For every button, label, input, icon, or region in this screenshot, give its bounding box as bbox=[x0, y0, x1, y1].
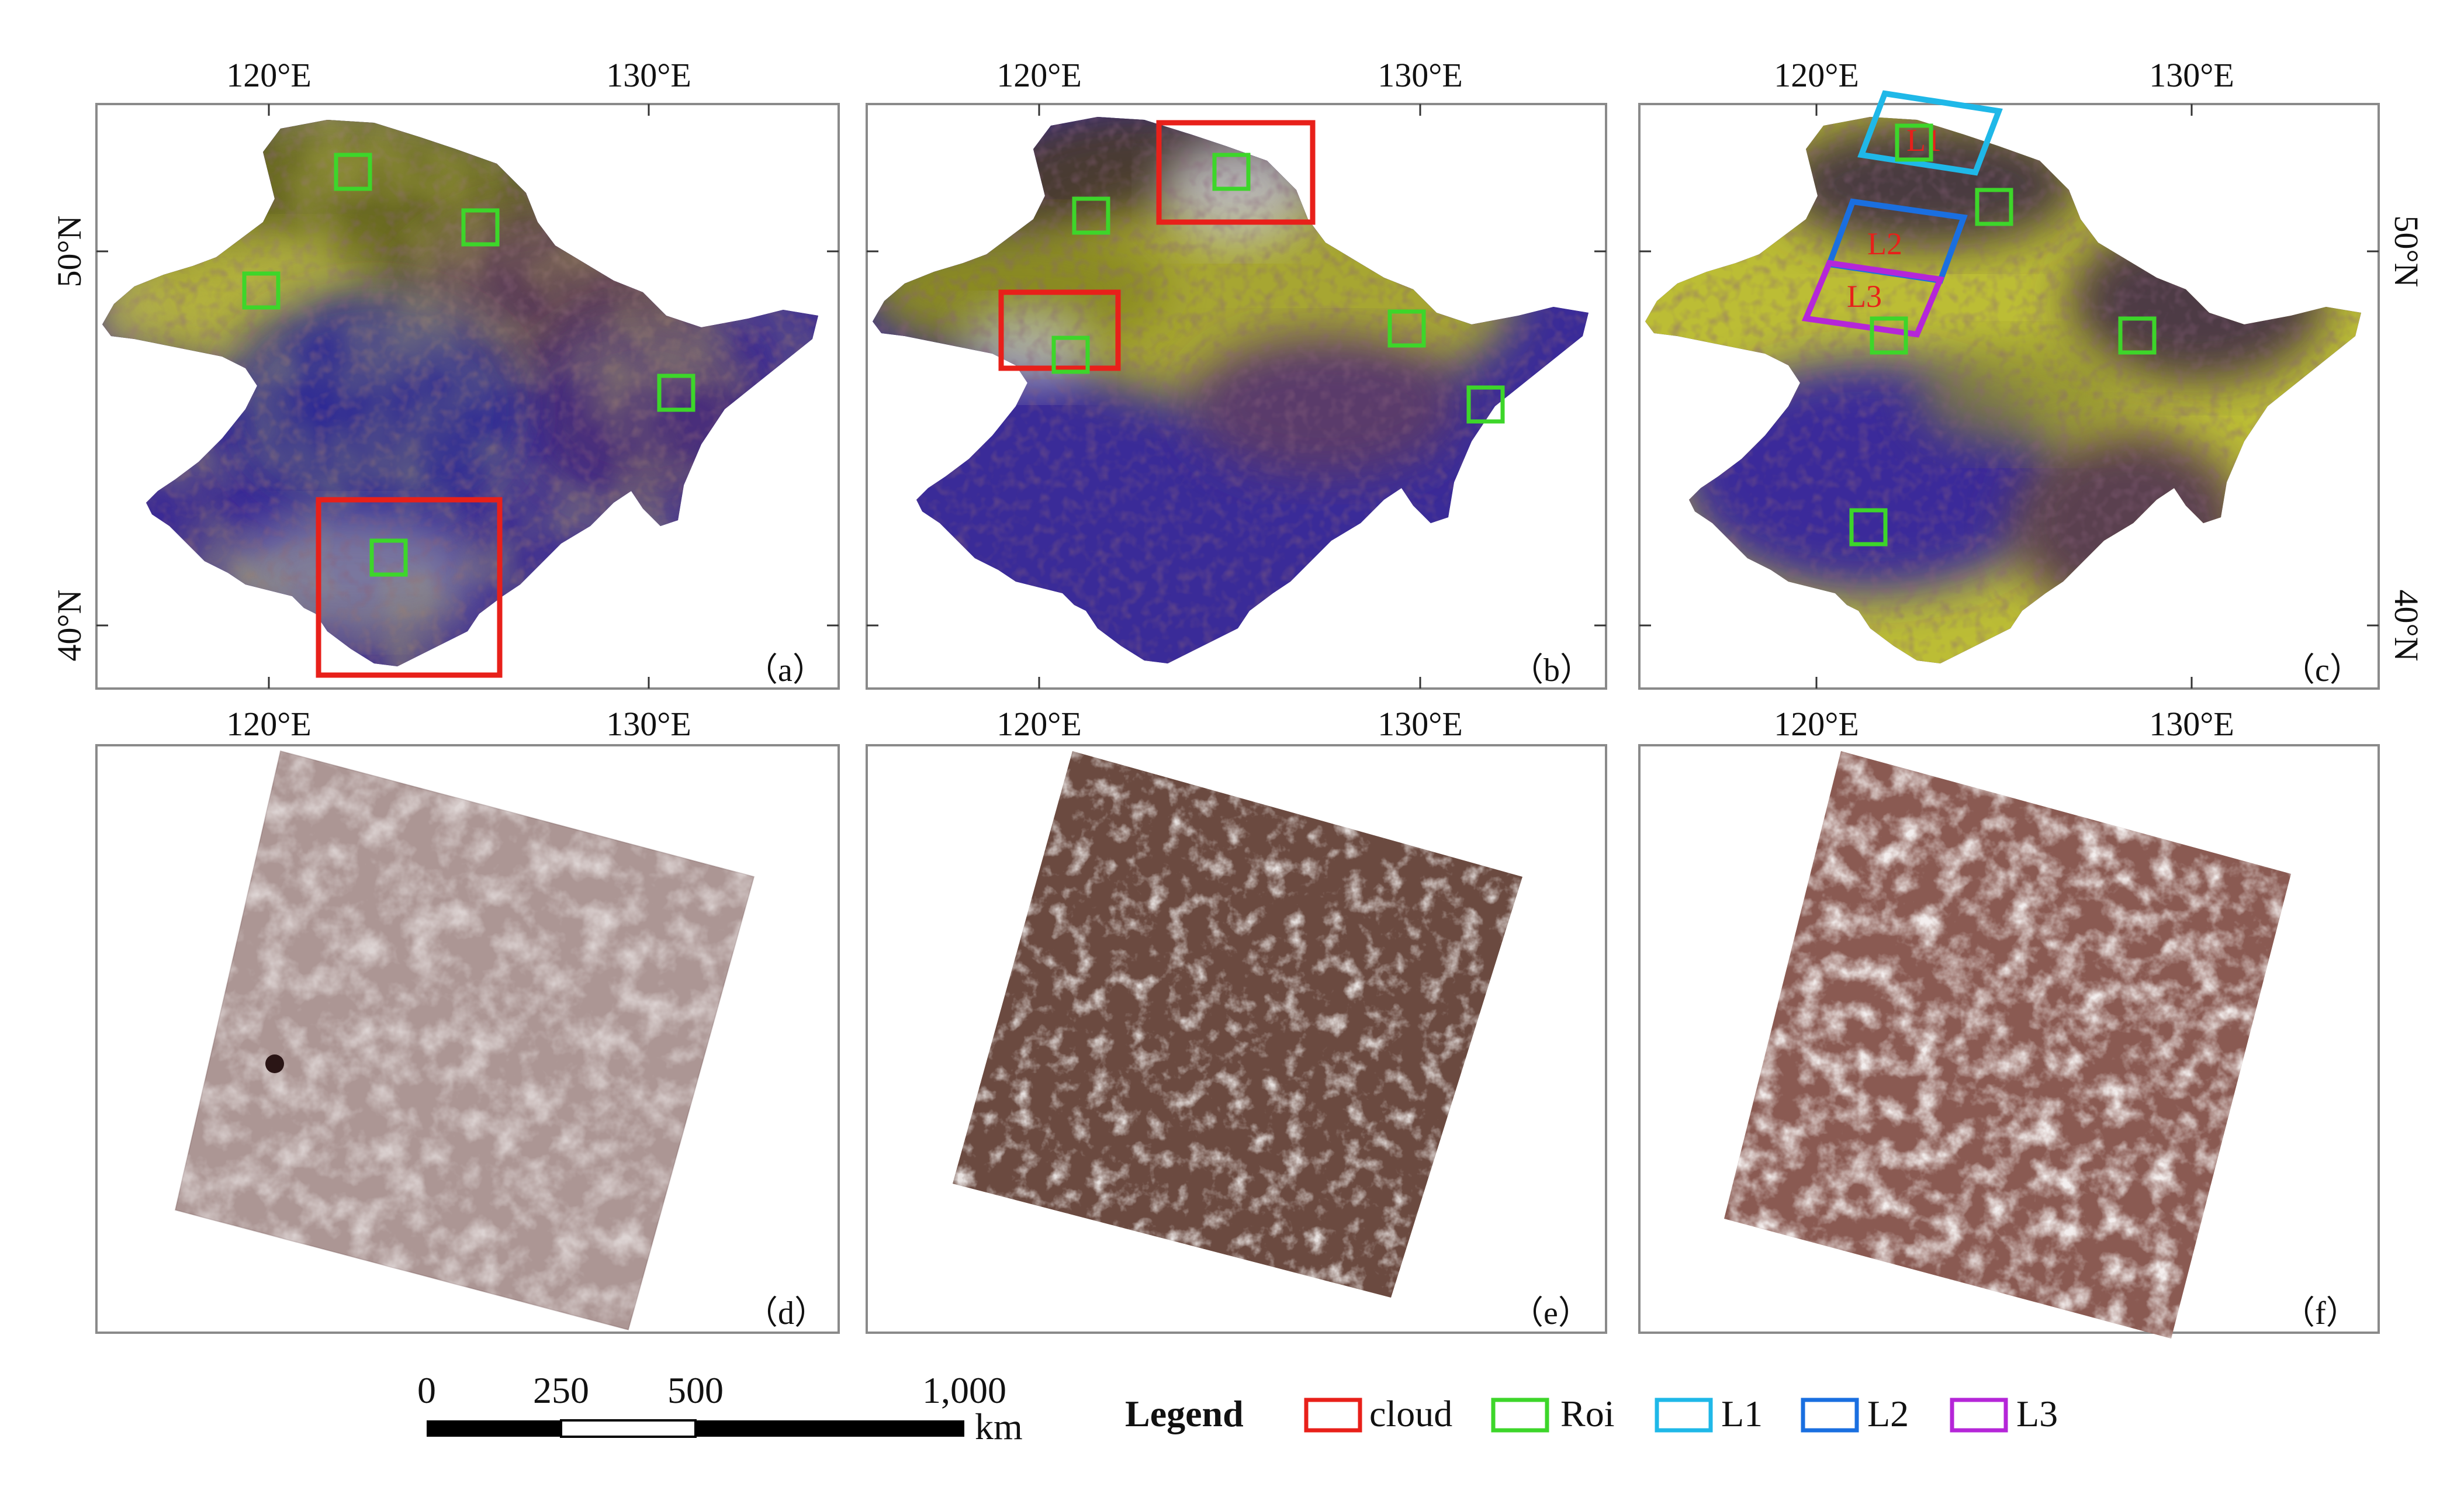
roi-box bbox=[1975, 188, 2013, 226]
ticks bbox=[96, 104, 2379, 689]
lon-label-bottom-b-120: 120°E bbox=[996, 705, 1082, 743]
lon-label-top-a-130: 130°E bbox=[606, 56, 691, 94]
panel-label: （a） bbox=[745, 652, 825, 689]
dark-spot bbox=[265, 1054, 284, 1073]
roi-box bbox=[1212, 153, 1251, 191]
lat-label-left-40: 40°N bbox=[50, 589, 88, 661]
lon-label-bottom-c-130: 130°E bbox=[2149, 705, 2234, 743]
scale-segment-2 bbox=[560, 1419, 697, 1438]
legend-label-l1: L1 bbox=[1721, 1393, 1763, 1434]
legend-title: Legend bbox=[1125, 1393, 1244, 1434]
roi-box bbox=[461, 208, 500, 247]
scale-bar: 0 250 500 1,000 km bbox=[417, 1370, 1023, 1447]
cloud-box bbox=[316, 497, 503, 678]
l1-region-box bbox=[1857, 90, 2003, 176]
lon-label-bottom-b-130: 130°E bbox=[1378, 705, 1463, 743]
legend: Legend cloud Roi L1 L2 L3 bbox=[1125, 1393, 2058, 1434]
roi-box bbox=[369, 538, 408, 577]
legend-label-l2: L2 bbox=[1867, 1393, 1909, 1434]
lon-label-top-c-130: 130°E bbox=[2149, 56, 2234, 94]
roi-box bbox=[1895, 123, 1933, 162]
lat-label-left-50: 50°N bbox=[50, 215, 88, 287]
panel-e: （e） bbox=[866, 744, 1607, 1334]
panel-label: （b） bbox=[1511, 652, 1593, 689]
roi-box bbox=[1870, 316, 1908, 355]
roi-box bbox=[334, 153, 372, 191]
lon-label-bottom-a-120: 120°E bbox=[226, 705, 312, 743]
roi-box bbox=[1051, 336, 1090, 374]
panel-label: （d） bbox=[745, 1295, 827, 1332]
roi-box bbox=[242, 271, 281, 310]
panel-label: （e） bbox=[1511, 1295, 1591, 1332]
legend-label-roi: Roi bbox=[1560, 1393, 1614, 1434]
panel-d: （d） bbox=[95, 744, 840, 1334]
lon-label-top-c-120: 120°E bbox=[1774, 56, 1859, 94]
roi-box bbox=[657, 374, 695, 412]
cloud-box bbox=[1156, 120, 1316, 225]
scale-segment-1 bbox=[427, 1420, 561, 1437]
panel-c: L1 L2 L3 （c） bbox=[1638, 90, 2380, 690]
lon-label-top-b-130: 130°E bbox=[1378, 56, 1463, 94]
l3-region-box bbox=[1801, 260, 1945, 338]
lon-label-top-a-120: 120°E bbox=[226, 56, 312, 94]
roi-box bbox=[2118, 316, 2157, 355]
lat-label-right-50: 50°N bbox=[2387, 215, 2425, 287]
scale-tick-500: 500 bbox=[667, 1370, 724, 1411]
lon-label-top-b-120: 120°E bbox=[996, 56, 1082, 94]
roi-box bbox=[1072, 196, 1110, 235]
panel-a: （a） bbox=[95, 103, 840, 690]
scale-segment-3 bbox=[695, 1420, 964, 1437]
scale-tick-250: 250 bbox=[533, 1370, 589, 1411]
panel-f: （f） bbox=[1638, 744, 2380, 1339]
lon-label-bottom-a-130: 130°E bbox=[606, 705, 691, 743]
scale-tick-0: 0 bbox=[417, 1370, 436, 1411]
roi-box bbox=[1466, 385, 1505, 424]
panel-b: （b） bbox=[866, 103, 1607, 690]
lon-label-bottom-c-120: 120°E bbox=[1774, 705, 1859, 743]
panel-label: （f） bbox=[2282, 1295, 2359, 1332]
legend-swatch-cloud bbox=[1304, 1398, 1362, 1433]
lat-label-right-40: 40°N bbox=[2387, 589, 2425, 661]
cloud-box bbox=[998, 289, 1121, 371]
region-label-l2: L2 bbox=[1867, 226, 1902, 261]
region-label-l3: L3 bbox=[1847, 279, 1882, 314]
legend-swatch-roi bbox=[1491, 1398, 1549, 1433]
roi-box bbox=[1849, 508, 1888, 547]
legend-swatch-l2 bbox=[1801, 1398, 1859, 1433]
legend-swatch-l3 bbox=[1950, 1398, 2008, 1433]
scale-unit: km bbox=[975, 1406, 1023, 1447]
roi-box bbox=[1387, 309, 1426, 348]
legend-label-l3: L3 bbox=[2016, 1393, 2058, 1434]
legend-swatch-l1 bbox=[1655, 1398, 1713, 1433]
panel-label: （c） bbox=[2282, 652, 2362, 689]
legend-label-cloud: cloud bbox=[1369, 1393, 1452, 1434]
graticule-labels: 120°E 130°E 120°E 130°E 120°E 130°E 120°… bbox=[50, 56, 2425, 743]
scale-tick-1000: 1,000 bbox=[922, 1370, 1006, 1411]
region-label-l1: L1 bbox=[1906, 123, 1942, 158]
